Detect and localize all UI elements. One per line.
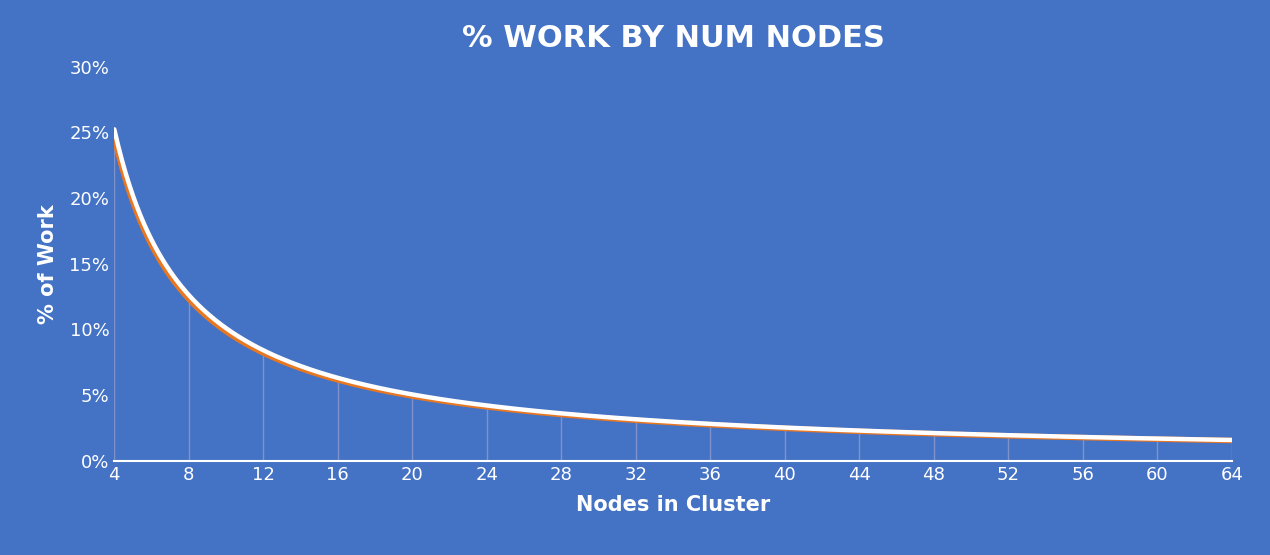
Y-axis label: % of Work: % of Work — [38, 204, 58, 324]
X-axis label: Nodes in Cluster: Nodes in Cluster — [577, 495, 770, 514]
Title: % WORK BY NUM NODES: % WORK BY NUM NODES — [462, 24, 884, 53]
